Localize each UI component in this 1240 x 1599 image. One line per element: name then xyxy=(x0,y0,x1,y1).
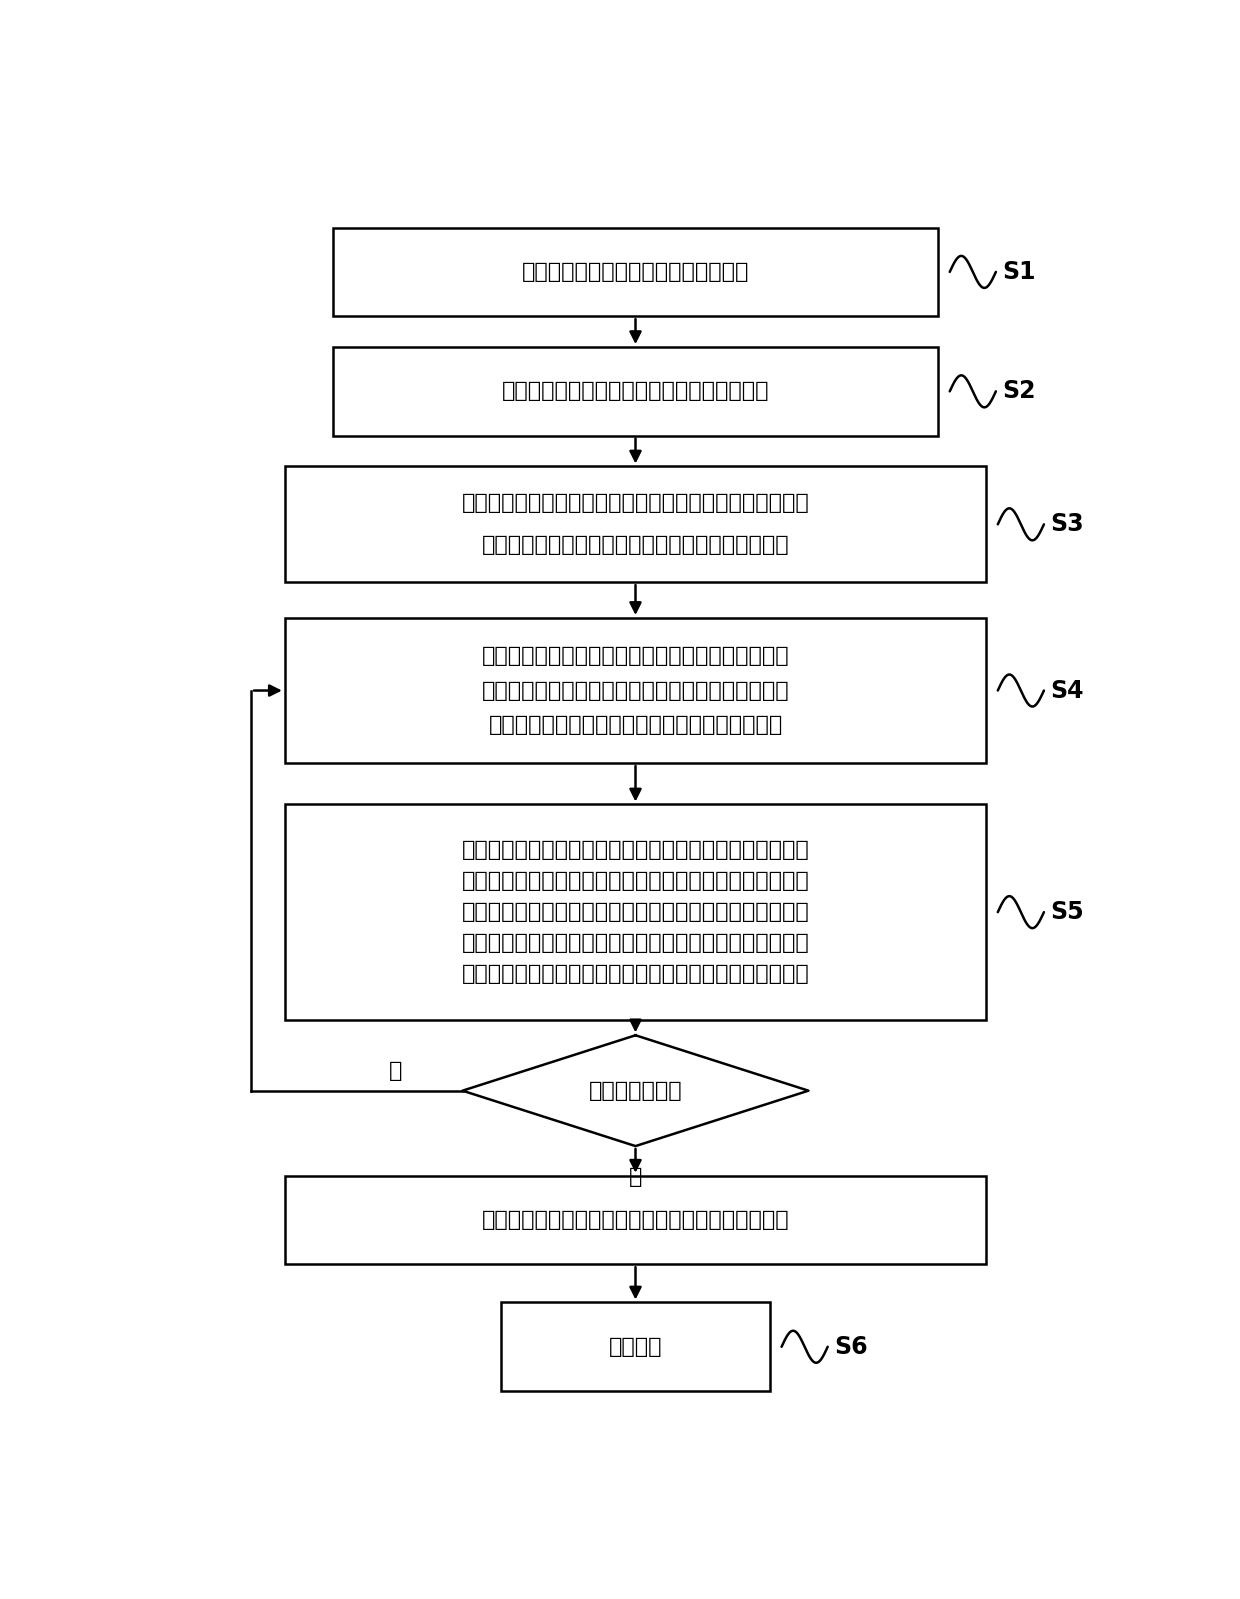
Text: S4: S4 xyxy=(1050,678,1084,702)
Text: 将采样装置放置于海面上方的工作位置: 将采样装置放置于海面上方的工作位置 xyxy=(522,262,749,281)
Text: 确定采集板的最低位置、最高位置和运行速度: 确定采集板的最低位置、最高位置和运行速度 xyxy=(502,381,769,401)
Text: 升降系统驱动采集板垂直于海面向下运动至最低位置，在下: 升降系统驱动采集板垂直于海面向下运动至最低位置，在下 xyxy=(461,839,810,860)
Text: 降过程中，集液槽顶部贴紧玻璃板的一侧刮取玻璃板表面液: 降过程中，集液槽顶部贴紧玻璃板的一侧刮取玻璃板表面液 xyxy=(461,871,810,891)
Text: ，当采集板运动至最高位置时，驱动机构驱动集液槽: ，当采集板运动至最高位置时，驱动机构驱动集液槽 xyxy=(481,681,790,700)
Bar xyxy=(332,347,939,435)
Bar xyxy=(285,1175,986,1265)
Text: 升降系统驱动采集板垂直于海面向上运动至最高位置: 升降系统驱动采集板垂直于海面向上运动至最高位置 xyxy=(481,646,790,665)
Text: 收集瓶是否集满: 收集瓶是否集满 xyxy=(589,1081,682,1100)
Text: 否: 否 xyxy=(388,1062,402,1081)
Text: 升降系统驱动采集板垂直于海面向上运动至最高位置: 升降系统驱动采集板垂直于海面向上运动至最高位置 xyxy=(481,1210,790,1230)
Text: 转动，使集液槽顶部靠近玻璃板的一侧贴紧玻璃板: 转动，使集液槽顶部靠近玻璃板的一侧贴紧玻璃板 xyxy=(489,715,782,736)
Bar xyxy=(332,227,939,317)
Text: S2: S2 xyxy=(1003,379,1037,403)
Text: 集板运动至最低位置时，玻璃板大部分浸没于海水中: 集板运动至最低位置时，玻璃板大部分浸没于海水中 xyxy=(481,536,790,555)
Text: 是: 是 xyxy=(629,1167,642,1186)
Text: S6: S6 xyxy=(835,1335,868,1359)
Text: S3: S3 xyxy=(1050,512,1084,536)
Text: 导流到收集瓶中，当采集板运动至最低位置时，驱动机构驱: 导流到收集瓶中，当采集板运动至最低位置时，驱动机构驱 xyxy=(461,934,810,953)
Text: S1: S1 xyxy=(1003,261,1037,285)
Text: 动集液槽转动，使集液槽顶部靠近玻璃板的一侧远离玻璃板: 动集液槽转动，使集液槽顶部靠近玻璃板的一侧远离玻璃板 xyxy=(461,964,810,985)
Text: 停止采样: 停止采样 xyxy=(609,1337,662,1358)
Text: 体进行液体收集，将液体收集至集液槽内，集液槽内的液体: 体进行液体收集，将液体收集至集液槽内，集液槽内的液体 xyxy=(461,902,810,923)
Text: 升降系统驱动采集板垂直于海面向下运动至最低位置，当采: 升降系统驱动采集板垂直于海面向下运动至最低位置，当采 xyxy=(461,494,810,513)
Bar xyxy=(285,467,986,582)
Text: S5: S5 xyxy=(1050,900,1084,924)
Bar xyxy=(285,804,986,1020)
Bar xyxy=(285,617,986,763)
Bar xyxy=(501,1303,770,1391)
